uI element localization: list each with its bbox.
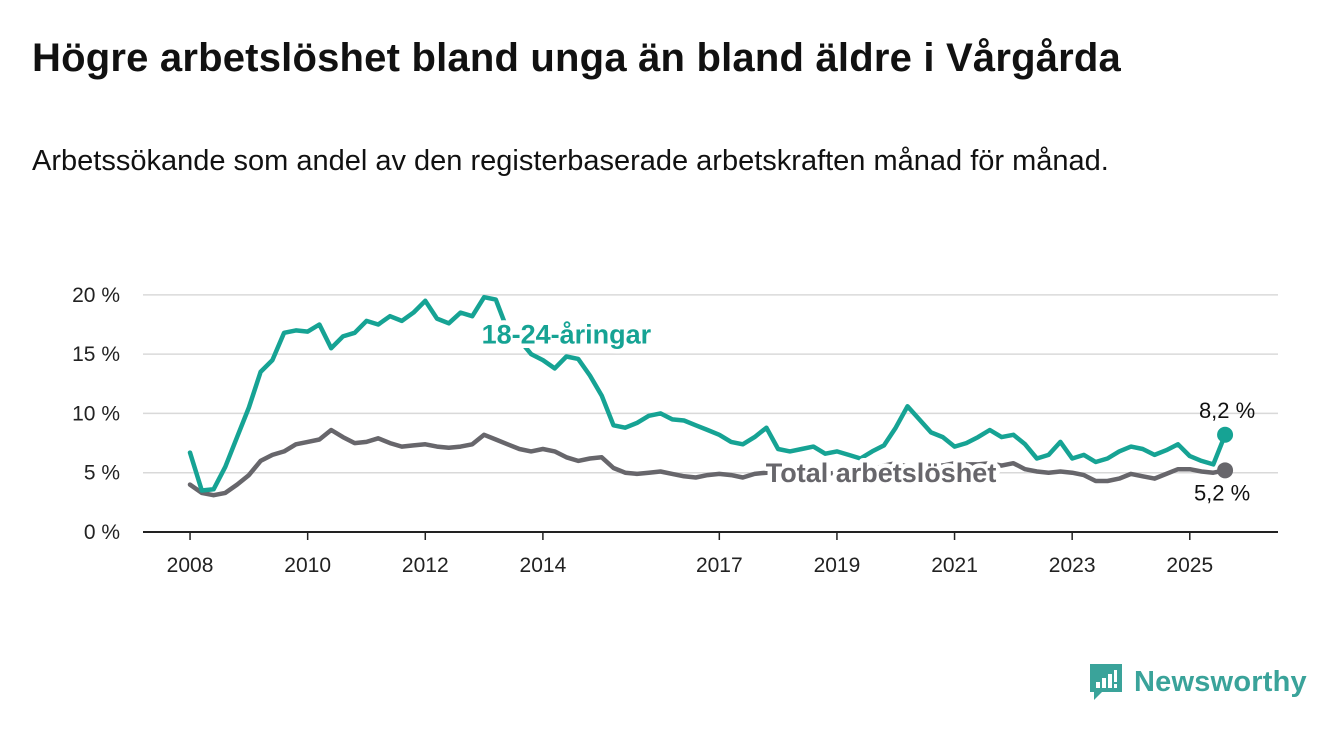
grid-lines [143, 294, 1278, 474]
y-tick-label: 5 % [84, 462, 120, 485]
chart-subtitle: Arbetssökande som andel av den registerb… [32, 145, 1109, 177]
y-tick-label: 20 % [72, 284, 120, 307]
newsworthy-logo: Newsworthy [1088, 660, 1307, 704]
x-tick-label: 2008 [167, 554, 214, 577]
y-tick-label: 10 % [72, 402, 120, 425]
x-tick-label: 2012 [402, 554, 449, 577]
series-end-point [1217, 426, 1234, 443]
end-value-label: 8,2 % [1199, 398, 1255, 423]
x-tick-label: 2019 [814, 554, 861, 577]
brand-name: Newsworthy [1134, 665, 1307, 698]
y-tick-label: 15 % [72, 343, 120, 366]
chart-title: Högre arbetslöshet bland unga än bland ä… [32, 36, 1122, 80]
end-value-label: 5,2 % [1194, 480, 1250, 505]
series-name-label: Total arbetslöshet [766, 458, 997, 488]
series-lines [187, 294, 1234, 498]
x-tick-label: 2014 [520, 554, 567, 577]
x-tick-label: 2025 [1166, 554, 1213, 577]
y-axis-tick-labels: 0 % 5 % 10 % 15 % 20 % [72, 284, 120, 544]
series-end-point [1217, 462, 1234, 479]
x-tick-label: 2021 [931, 554, 978, 577]
series-labels: 18-24-åringar Total arbetslöshet 8,2 % 5,2 … [477, 315, 1255, 505]
x-tick-label: 2010 [284, 554, 331, 577]
series-line [187, 427, 1228, 498]
x-tick-label: 2023 [1049, 554, 1096, 577]
series-name-label: 18-24-åringar [482, 319, 652, 349]
y-tick-label: 0 % [84, 521, 120, 544]
x-axis-ticks: 2008 2010 2012 2014 2017 2019 2021 2023 2025 [167, 532, 1213, 577]
newsworthy-chart-icon [1090, 664, 1122, 700]
series-line [187, 294, 1228, 493]
x-tick-label: 2017 [696, 554, 743, 577]
